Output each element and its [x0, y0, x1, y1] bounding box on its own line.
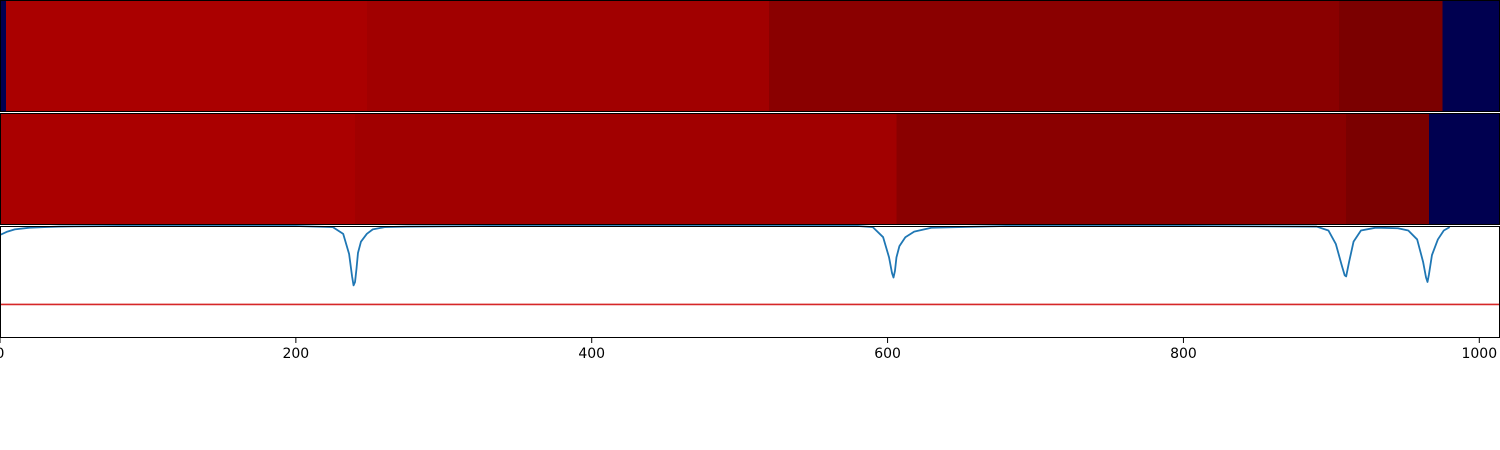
heatmap-cell-top-2 [366, 0, 770, 112]
heatmap-cell-top-4 [1338, 0, 1443, 112]
heatmap-cell-top-0 [0, 0, 6, 112]
heatmap-panel-top [0, 0, 1500, 112]
heatmap-cell-top-5 [1442, 0, 1500, 112]
x-tick-label-1: 200 [282, 346, 309, 362]
x-axis: 0 200 400 600 800 1000 [0, 338, 1497, 362]
heatmap-cell-top-3 [769, 0, 1339, 112]
heatmap-cell-middle-0 [0, 113, 356, 225]
heatmap-panel-middle [0, 113, 1500, 225]
x-tick-label-2: 400 [578, 346, 605, 362]
series-line-0 [0, 225, 1451, 287]
x-tick-label-0: 0 [0, 346, 4, 362]
x-tick-label-5: 1000 [1461, 346, 1497, 362]
heatmap-cell-middle-4 [1428, 113, 1500, 225]
heatmap-cell-middle-3 [1346, 113, 1429, 225]
heatmap-cell-middle-2 [896, 113, 1347, 225]
heatmap-cell-middle-1 [355, 113, 897, 225]
line-panel-background [0, 226, 1500, 338]
line-panel-bottom [0, 225, 1500, 338]
heatmap-cell-top-1 [5, 0, 367, 112]
x-tick-label-4: 800 [1170, 346, 1197, 362]
x-tick-label-3: 600 [874, 346, 901, 362]
